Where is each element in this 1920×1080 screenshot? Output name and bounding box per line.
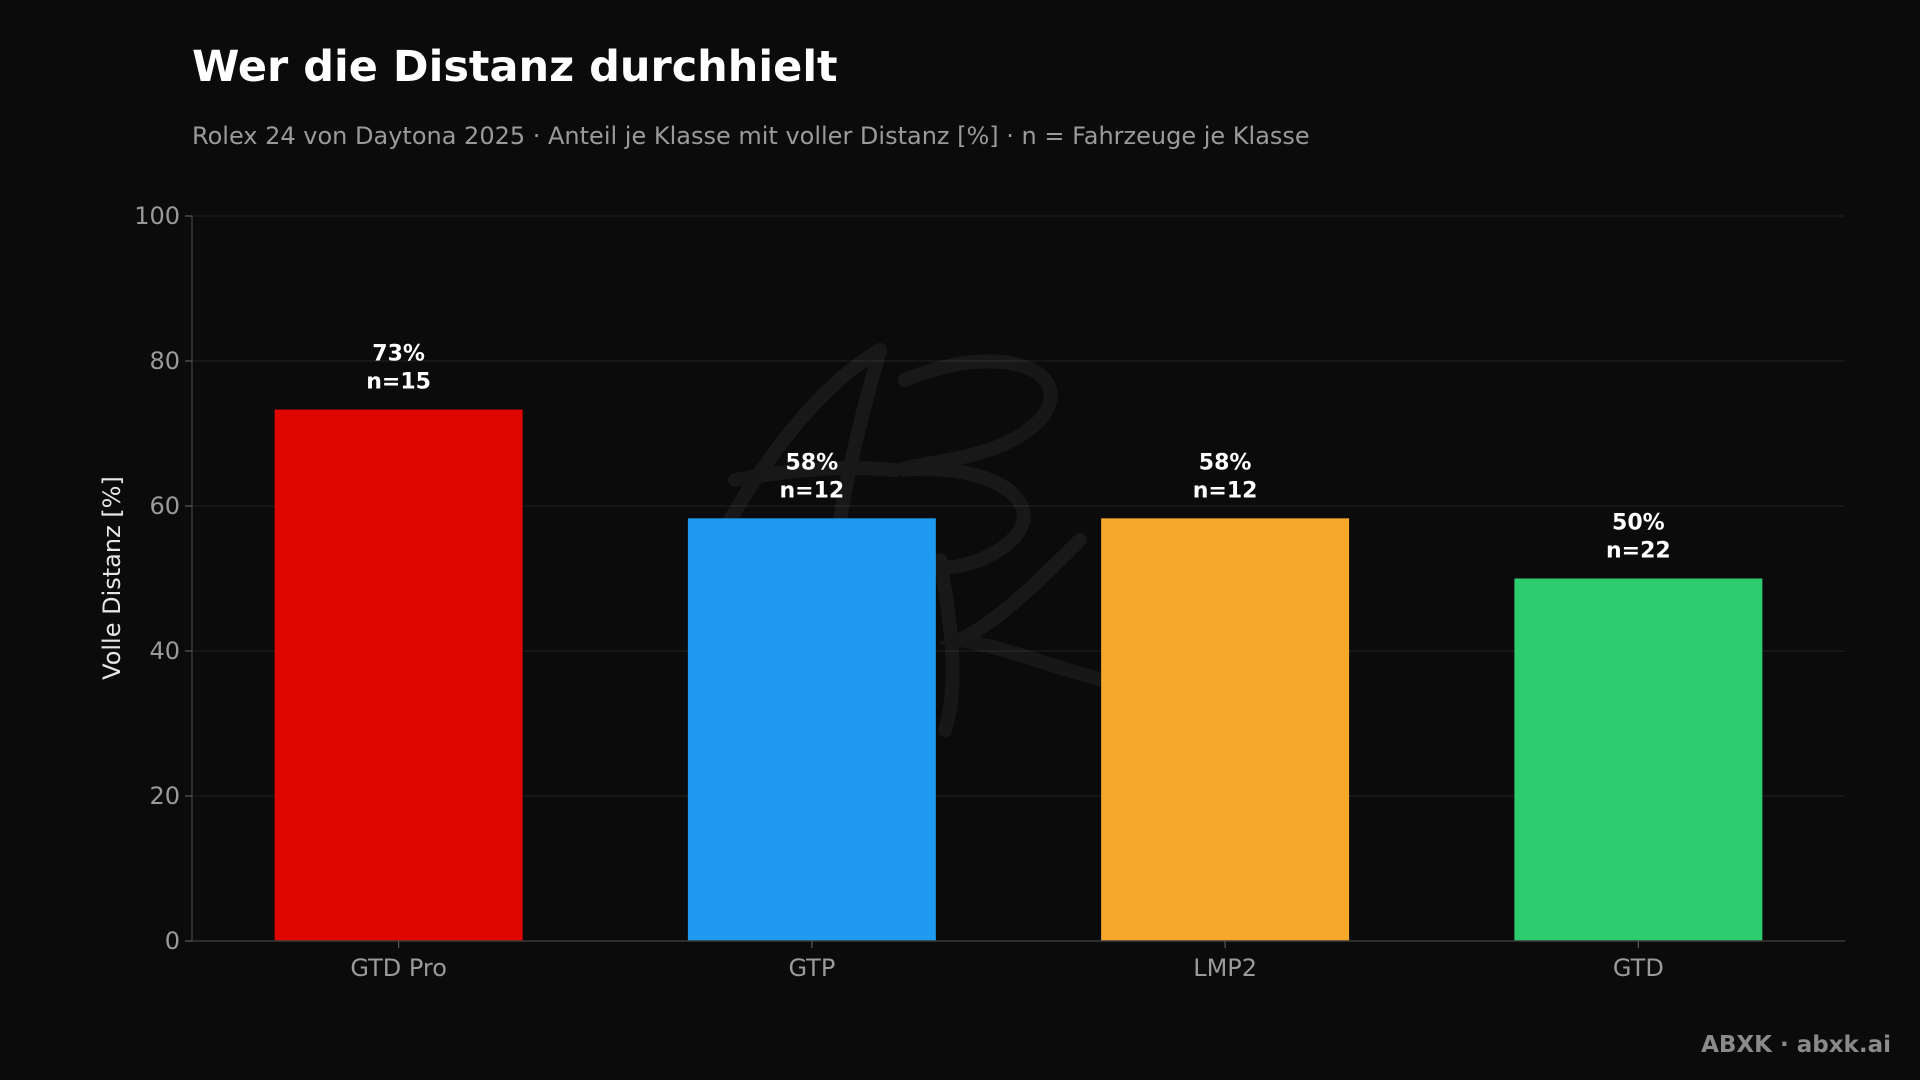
x-tick-label: GTP bbox=[788, 954, 835, 982]
bars bbox=[274, 409, 1763, 941]
bar-gtd bbox=[1514, 578, 1763, 941]
y-tick-label: 100 bbox=[134, 202, 180, 230]
x-tick-label: GTD bbox=[1613, 954, 1664, 982]
x-tick-label: LMP2 bbox=[1193, 954, 1257, 982]
value-label: 58% bbox=[1199, 450, 1252, 475]
bar-gtp bbox=[687, 518, 936, 941]
y-axis-title: Volle Distanz [%] bbox=[98, 476, 126, 680]
value-label: 50% bbox=[1612, 511, 1665, 536]
y-tick-label: 0 bbox=[165, 927, 180, 955]
y-tick-labels: 0 20 40 60 80 100 bbox=[134, 202, 192, 955]
y-tick-label: 60 bbox=[149, 492, 180, 520]
value-label: 58% bbox=[786, 450, 839, 475]
data-labels: 73% n=15 58% n=12 58% n=12 50% n=22 bbox=[366, 342, 1670, 564]
n-label: n=15 bbox=[366, 370, 431, 395]
footer-credit: ABXK · abxk.ai bbox=[1701, 1032, 1891, 1058]
chart-title: Wer die Distanz durchhielt bbox=[192, 42, 838, 92]
value-label: 73% bbox=[372, 342, 425, 367]
chart-subtitle: Rolex 24 von Daytona 2025 · Anteil je Kl… bbox=[192, 122, 1310, 150]
y-tick-label: 40 bbox=[149, 637, 180, 665]
y-tick-label: 20 bbox=[149, 782, 180, 810]
bar-gtd-pro bbox=[274, 409, 523, 941]
n-label: n=12 bbox=[1193, 478, 1258, 503]
n-label: n=12 bbox=[780, 478, 845, 503]
y-tick-label: 80 bbox=[149, 347, 180, 375]
bar-lmp2 bbox=[1101, 518, 1350, 941]
axes bbox=[191, 216, 1845, 942]
x-tick-labels: GTD Pro GTP LMP2 GTD bbox=[350, 941, 1664, 982]
x-tick-label: GTD Pro bbox=[350, 954, 447, 982]
n-label: n=22 bbox=[1606, 539, 1671, 564]
